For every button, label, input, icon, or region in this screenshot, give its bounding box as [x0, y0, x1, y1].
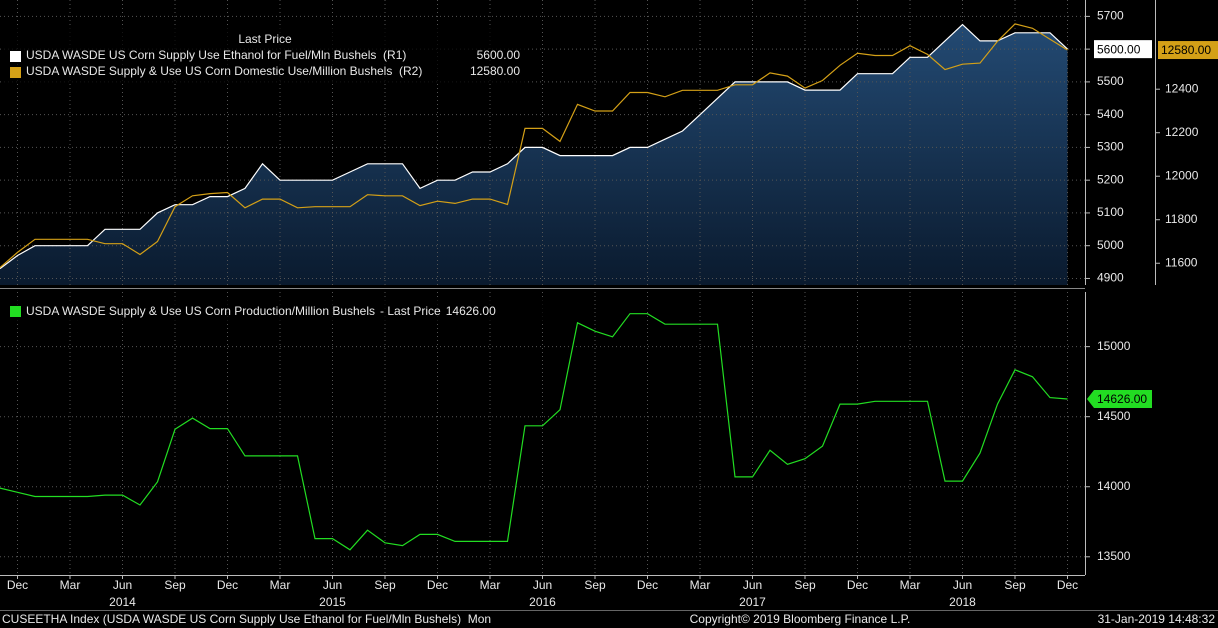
y2-tick-label: 12000	[1165, 168, 1199, 182]
y-tick-label: 5300	[1097, 140, 1124, 154]
legend-title: Last Price	[238, 32, 292, 46]
x-tick-label: Sep	[794, 578, 816, 592]
x-year-label: 2018	[949, 595, 976, 609]
legend-label: USDA WASDE US Corn Supply Use Ethanol fo…	[26, 48, 406, 62]
x-tick-label: Dec	[1057, 578, 1078, 592]
plot-layer: 4900500051005200530054005500560057001160…	[0, 0, 1218, 609]
x-tick-label: Mar	[480, 578, 501, 592]
legend-value: 12580.00	[470, 64, 520, 78]
x-tick-label: Dec	[217, 578, 238, 592]
legend-box	[4, 300, 546, 322]
x-year-label: 2015	[319, 595, 346, 609]
x-tick-label: Dec	[427, 578, 448, 592]
x-tick-label: Mar	[60, 578, 81, 592]
y-tick-label: 15000	[1097, 339, 1131, 353]
x-year-label: 2014	[109, 595, 136, 609]
y-tick-label: 5000	[1097, 238, 1124, 252]
legend-label: USDA WASDE Supply & Use US Corn Domestic…	[26, 64, 422, 78]
legend-box	[4, 28, 526, 84]
y-tick-label: 14500	[1097, 409, 1131, 423]
x-tick-label: Dec	[637, 578, 658, 592]
price-tag-label: 5600.00	[1097, 42, 1141, 56]
legend-value: 14626.00	[446, 304, 496, 318]
price-tag	[1158, 41, 1218, 60]
footer-left: CUSEETHA Index (USDA WASDE US Corn Suppl…	[2, 612, 491, 626]
legend-label: USDA WASDE Supply & Use US Corn Producti…	[26, 304, 375, 318]
y-tick-label: 5100	[1097, 205, 1124, 219]
price-tag-label: 12580.00	[1161, 43, 1211, 57]
y2-tick-label: 12200	[1165, 125, 1199, 139]
legend-swatch	[10, 51, 21, 62]
legend-swatch	[10, 67, 21, 78]
y-tick-label: 5700	[1097, 9, 1124, 23]
y-tick-label: 5500	[1097, 74, 1124, 88]
legend-suffix: - Last Price	[380, 304, 441, 318]
x-tick-label: Mar	[690, 578, 711, 592]
x-tick-label: Jun	[743, 578, 762, 592]
y2-tick-label: 11800	[1165, 212, 1198, 226]
footer-right: 31-Jan-2019 14:48:32	[1098, 612, 1216, 626]
y-tick-label: 4900	[1097, 271, 1124, 285]
y-tick-label: 5400	[1097, 107, 1124, 121]
line	[0, 313, 1068, 551]
area	[0, 24, 1068, 285]
y2-tick-label: 12400	[1165, 81, 1199, 95]
line	[0, 23, 1068, 269]
x-tick-label: Mar	[270, 578, 291, 592]
x-tick-label: Jun	[953, 578, 972, 592]
footer-center: Copyright© 2019 Bloomberg Finance L.P.	[690, 612, 911, 626]
y2-tick-label: 11600	[1165, 255, 1198, 269]
x-tick-label: Sep	[584, 578, 606, 592]
x-tick-label: Mar	[900, 578, 921, 592]
x-tick-label: Sep	[374, 578, 396, 592]
legend-value: 5600.00	[477, 48, 521, 62]
y-tick-label: 13500	[1097, 549, 1131, 563]
price-tag-label: 14626.00	[1097, 392, 1147, 406]
legend-swatch	[10, 306, 21, 317]
y-tick-label: 5200	[1097, 172, 1124, 186]
price-tag	[1094, 40, 1152, 59]
x-tick-label: Jun	[533, 578, 552, 592]
x-tick-label: Jun	[323, 578, 342, 592]
x-tick-label: Dec	[7, 578, 28, 592]
x-year-label: 2017	[739, 595, 766, 609]
x-tick-label: Sep	[164, 578, 186, 592]
x-year-label: 2016	[529, 595, 556, 609]
x-tick-label: Dec	[847, 578, 868, 592]
x-tick-label: Sep	[1004, 578, 1026, 592]
price-tag	[1087, 390, 1152, 409]
x-tick-label: Jun	[113, 578, 132, 592]
y-tick-label: 14000	[1097, 479, 1131, 493]
